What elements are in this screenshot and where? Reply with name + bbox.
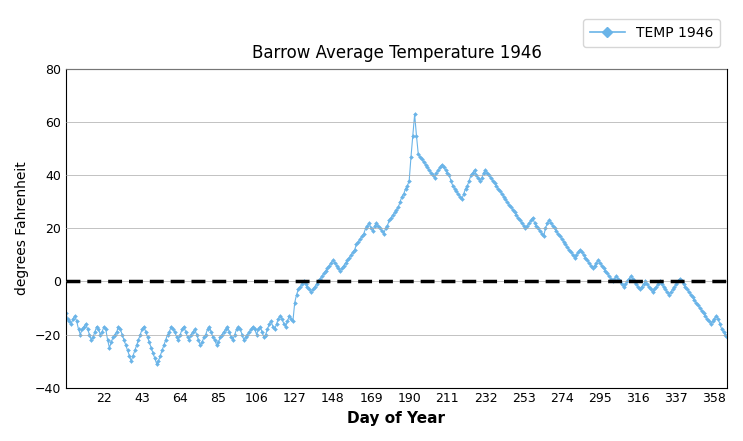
- X-axis label: Day of Year: Day of Year: [348, 411, 446, 426]
- Title: Barrow Average Temperature 1946: Barrow Average Temperature 1946: [252, 44, 542, 62]
- Legend: TEMP 1946: TEMP 1946: [583, 19, 720, 47]
- Y-axis label: degrees Fahrenheit: degrees Fahrenheit: [15, 161, 29, 295]
